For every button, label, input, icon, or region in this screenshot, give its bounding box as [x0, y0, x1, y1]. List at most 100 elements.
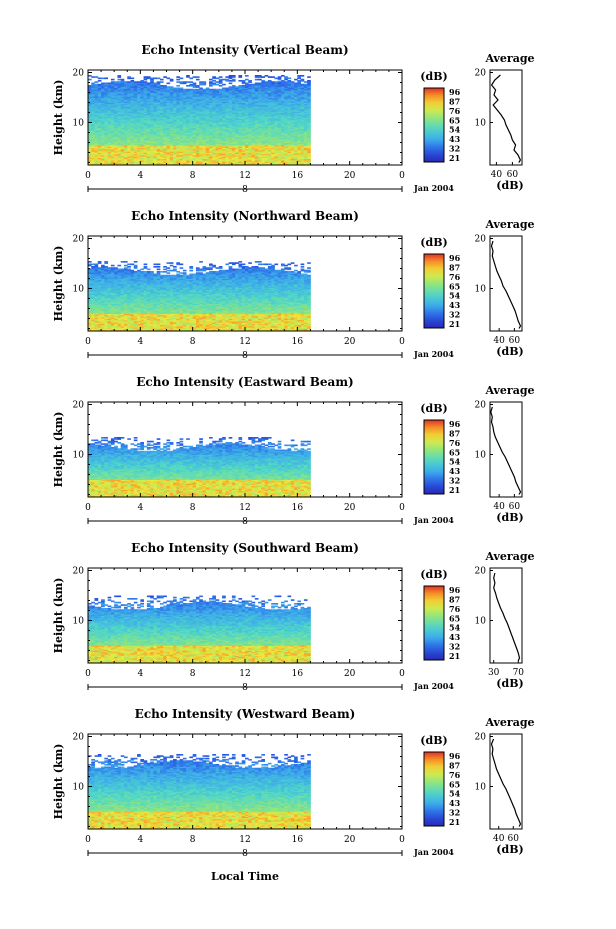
heatmap-cell	[218, 135, 223, 137]
heatmap-cell	[228, 157, 233, 160]
heatmap-cell	[277, 162, 282, 165]
heatmap-cell	[231, 151, 236, 153]
heatmap-cell	[303, 121, 308, 123]
heatmap-cell	[110, 112, 115, 115]
heatmap-cell	[114, 112, 118, 115]
heatmap-cell	[297, 123, 301, 126]
heatmap-cell	[101, 145, 105, 147]
heatmap-cell	[166, 143, 171, 146]
heatmap-cell	[205, 142, 210, 145]
heatmap-cell	[199, 138, 203, 141]
heatmap-cell	[150, 113, 154, 116]
heatmap-cell	[238, 148, 243, 151]
heatmap-cell	[114, 122, 118, 125]
heatmap-cell	[101, 128, 105, 131]
heatmap-cell	[195, 161, 200, 163]
heatmap-cell	[280, 127, 285, 130]
heatmap-cell	[300, 152, 305, 155]
heatmap-cell	[241, 121, 246, 123]
heatmap-cell	[267, 138, 272, 141]
heatmap-cell	[169, 161, 174, 163]
heatmap-cell	[294, 133, 298, 136]
heatmap-cell	[169, 156, 174, 158]
heatmap-cell	[94, 158, 99, 161]
heatmap-cell	[287, 140, 292, 142]
heatmap-cell	[143, 142, 148, 145]
heatmap-cell	[110, 157, 115, 160]
heatmap-cell	[97, 130, 102, 132]
heatmap-cell	[156, 155, 161, 157]
heatmap-cell	[176, 141, 180, 143]
heatmap-cell	[202, 150, 207, 152]
heatmap-cell	[205, 118, 210, 121]
heatmap-cell	[123, 121, 128, 123]
heatmap-cell	[186, 128, 190, 131]
heatmap-cell	[192, 112, 197, 115]
heatmap-cell	[294, 148, 298, 151]
heatmap-cell	[205, 143, 210, 146]
heatmap-cell	[287, 136, 292, 138]
heatmap-cell	[104, 126, 109, 128]
heatmap-cell	[150, 126, 154, 128]
heatmap-cell	[123, 145, 128, 147]
heatmap-cell	[107, 151, 112, 153]
heatmap-cell	[241, 131, 246, 133]
heatmap-cell	[127, 132, 131, 135]
heatmap-cell	[150, 140, 154, 142]
heatmap-cell	[248, 120, 252, 122]
heatmap-cell	[166, 132, 171, 135]
heatmap-cell	[222, 156, 226, 158]
heatmap-cell	[199, 140, 203, 142]
heatmap-cell	[101, 153, 105, 156]
heatmap-cell	[140, 115, 144, 117]
heatmap-cell	[307, 126, 311, 128]
heatmap-cell	[287, 120, 292, 122]
heatmap-cell	[140, 145, 144, 147]
heatmap-cell	[195, 118, 200, 121]
heatmap-cell	[261, 148, 266, 151]
heatmap-cell	[228, 113, 233, 116]
heatmap-cell	[199, 160, 203, 162]
heatmap-cell	[294, 135, 298, 137]
heatmap-cell	[300, 153, 305, 156]
heatmap-cell	[231, 130, 236, 132]
heatmap-cell	[182, 142, 187, 145]
heatmap-cell	[212, 143, 216, 146]
heatmap-cell	[104, 153, 109, 156]
heatmap-cell	[130, 128, 135, 131]
heatmap-cell	[300, 125, 305, 127]
heatmap-cell	[91, 161, 95, 163]
heatmap-cell	[261, 146, 266, 148]
heatmap-cell	[251, 153, 256, 156]
heatmap-cell	[156, 123, 161, 126]
heatmap-cell	[117, 158, 122, 161]
heatmap-cell	[97, 147, 102, 150]
heatmap-cell	[88, 113, 92, 116]
heatmap-cell	[97, 133, 102, 136]
heatmap-cell	[97, 162, 102, 165]
heatmap-cell	[169, 130, 174, 132]
heatmap-cell	[287, 160, 292, 162]
heatmap-cell	[287, 148, 292, 151]
heatmap-cell	[271, 142, 275, 145]
heatmap-cell	[235, 153, 239, 156]
heatmap-cell	[209, 143, 213, 146]
heatmap-cell	[156, 77, 161, 80]
heatmap-cell	[110, 132, 115, 135]
heatmap-cell	[166, 112, 171, 115]
heatmap-cell	[218, 147, 223, 150]
heatmap-cell	[166, 156, 171, 158]
heatmap-cell	[290, 118, 295, 121]
heatmap-cell	[192, 142, 197, 145]
heatmap-cell	[140, 116, 144, 118]
heatmap-cell	[218, 145, 223, 147]
heatmap-cell	[205, 152, 210, 155]
heatmap-cell	[192, 122, 197, 125]
heatmap-cell	[297, 157, 301, 160]
heatmap-cell	[186, 113, 190, 116]
heatmap-cell	[173, 145, 177, 147]
heatmap-cell	[163, 123, 167, 126]
heatmap-cell	[146, 161, 151, 163]
heatmap-cell	[101, 150, 105, 152]
heatmap-cell	[228, 143, 233, 146]
